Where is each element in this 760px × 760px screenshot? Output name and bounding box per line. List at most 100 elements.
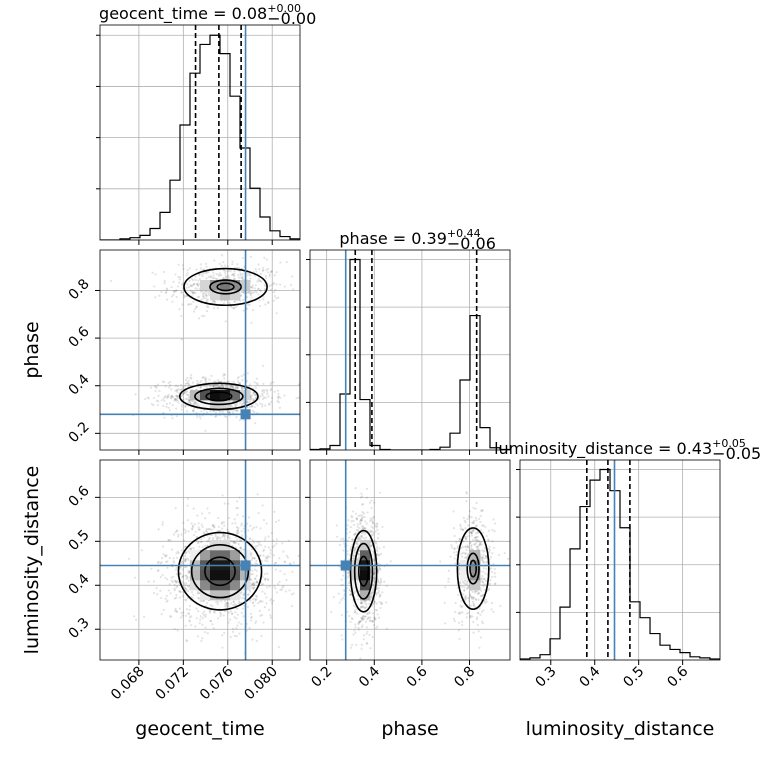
sample-point (273, 585, 276, 588)
sample-point (373, 618, 376, 621)
sample-point (206, 298, 209, 301)
sample-point (194, 278, 197, 281)
density-cell (220, 390, 231, 401)
sample-point (198, 528, 201, 531)
sample-point (493, 582, 497, 586)
sample-point (134, 393, 137, 396)
sample-point (322, 513, 324, 515)
sample-point (355, 517, 359, 520)
sample-point (223, 537, 226, 540)
sample-point (175, 572, 178, 576)
sample-point (362, 638, 365, 641)
sample-point (188, 267, 191, 270)
sample-point (194, 307, 197, 310)
sample-point (241, 515, 245, 518)
sample-point (175, 594, 178, 597)
sample-point (472, 506, 475, 510)
sample-point (303, 295, 305, 297)
sample-point (285, 554, 288, 557)
sample-point (254, 577, 257, 580)
sample-point (494, 582, 497, 585)
sample-point (460, 552, 463, 555)
sample-point (459, 604, 462, 607)
sample-point (253, 287, 256, 290)
sample-point (262, 391, 266, 394)
contour-level-1 (209, 279, 242, 295)
sample-point (370, 597, 373, 600)
sample-point (259, 527, 262, 530)
sample-point (290, 605, 294, 608)
sample-point (466, 579, 469, 583)
sample-point (264, 284, 267, 288)
sample-point (470, 545, 473, 548)
sample-point (479, 636, 483, 639)
y-tick-label-phase-2: 0.6 (66, 324, 93, 351)
sample-point (164, 555, 167, 558)
density-cell (200, 390, 211, 401)
sample-point (470, 596, 473, 599)
sample-point (465, 583, 469, 586)
sample-point (255, 620, 258, 623)
sample-point (220, 522, 223, 525)
sample-point (147, 580, 150, 583)
sample-point (216, 535, 219, 539)
sample-point (368, 633, 371, 637)
sample-point (198, 278, 201, 281)
sample-point (164, 385, 167, 388)
sample-point (253, 604, 256, 607)
sample-point (470, 516, 473, 519)
sample-point (353, 610, 357, 614)
sample-point (476, 590, 479, 593)
sample-point (251, 601, 254, 604)
sample-point (273, 544, 276, 547)
sample-point (481, 531, 484, 534)
sample-point (271, 546, 274, 549)
sample-point (235, 506, 238, 510)
sample-point (229, 635, 232, 639)
sample-point (192, 300, 195, 303)
sample-point (188, 394, 191, 397)
sample-point (506, 557, 510, 561)
sample-point (206, 507, 209, 510)
sample-point (262, 298, 265, 301)
sample-point (270, 387, 273, 390)
sample-point (246, 605, 250, 609)
sample-point (356, 537, 359, 540)
sample-point (357, 552, 360, 555)
sample-point (353, 549, 356, 552)
sample-point (488, 545, 491, 548)
sample-point (468, 592, 471, 595)
sample-point (493, 567, 496, 570)
sample-point (480, 549, 484, 552)
sample-point (172, 280, 175, 283)
sample-point (341, 597, 344, 600)
sample-point (241, 534, 244, 537)
sample-point (361, 616, 364, 619)
title-minus-luminosity_distance: −0.05 (712, 444, 760, 463)
sample-point (156, 403, 160, 407)
sample-point (164, 395, 167, 398)
title-plus: +0.05 (712, 437, 746, 450)
sample-point (259, 600, 262, 603)
sample-point (220, 600, 223, 603)
sample-point (175, 566, 178, 569)
sample-point (465, 492, 469, 495)
sample-point (342, 537, 345, 540)
sample-point (252, 393, 255, 396)
sample-point (359, 537, 362, 540)
sample-point (211, 605, 214, 608)
sample-point (269, 288, 273, 291)
sample-point (357, 622, 360, 625)
sample-point (163, 416, 166, 419)
sample-point (235, 404, 238, 407)
sample-point (192, 409, 195, 412)
sample-point (190, 377, 193, 380)
sample-point (465, 537, 468, 540)
sample-point (199, 386, 202, 390)
sample-point (278, 406, 282, 409)
sample-point (238, 539, 241, 543)
sample-point (252, 586, 256, 589)
title-main: luminosity_distance = 0.43 (494, 439, 712, 459)
sample-point (183, 557, 186, 560)
sample-point (452, 526, 456, 530)
